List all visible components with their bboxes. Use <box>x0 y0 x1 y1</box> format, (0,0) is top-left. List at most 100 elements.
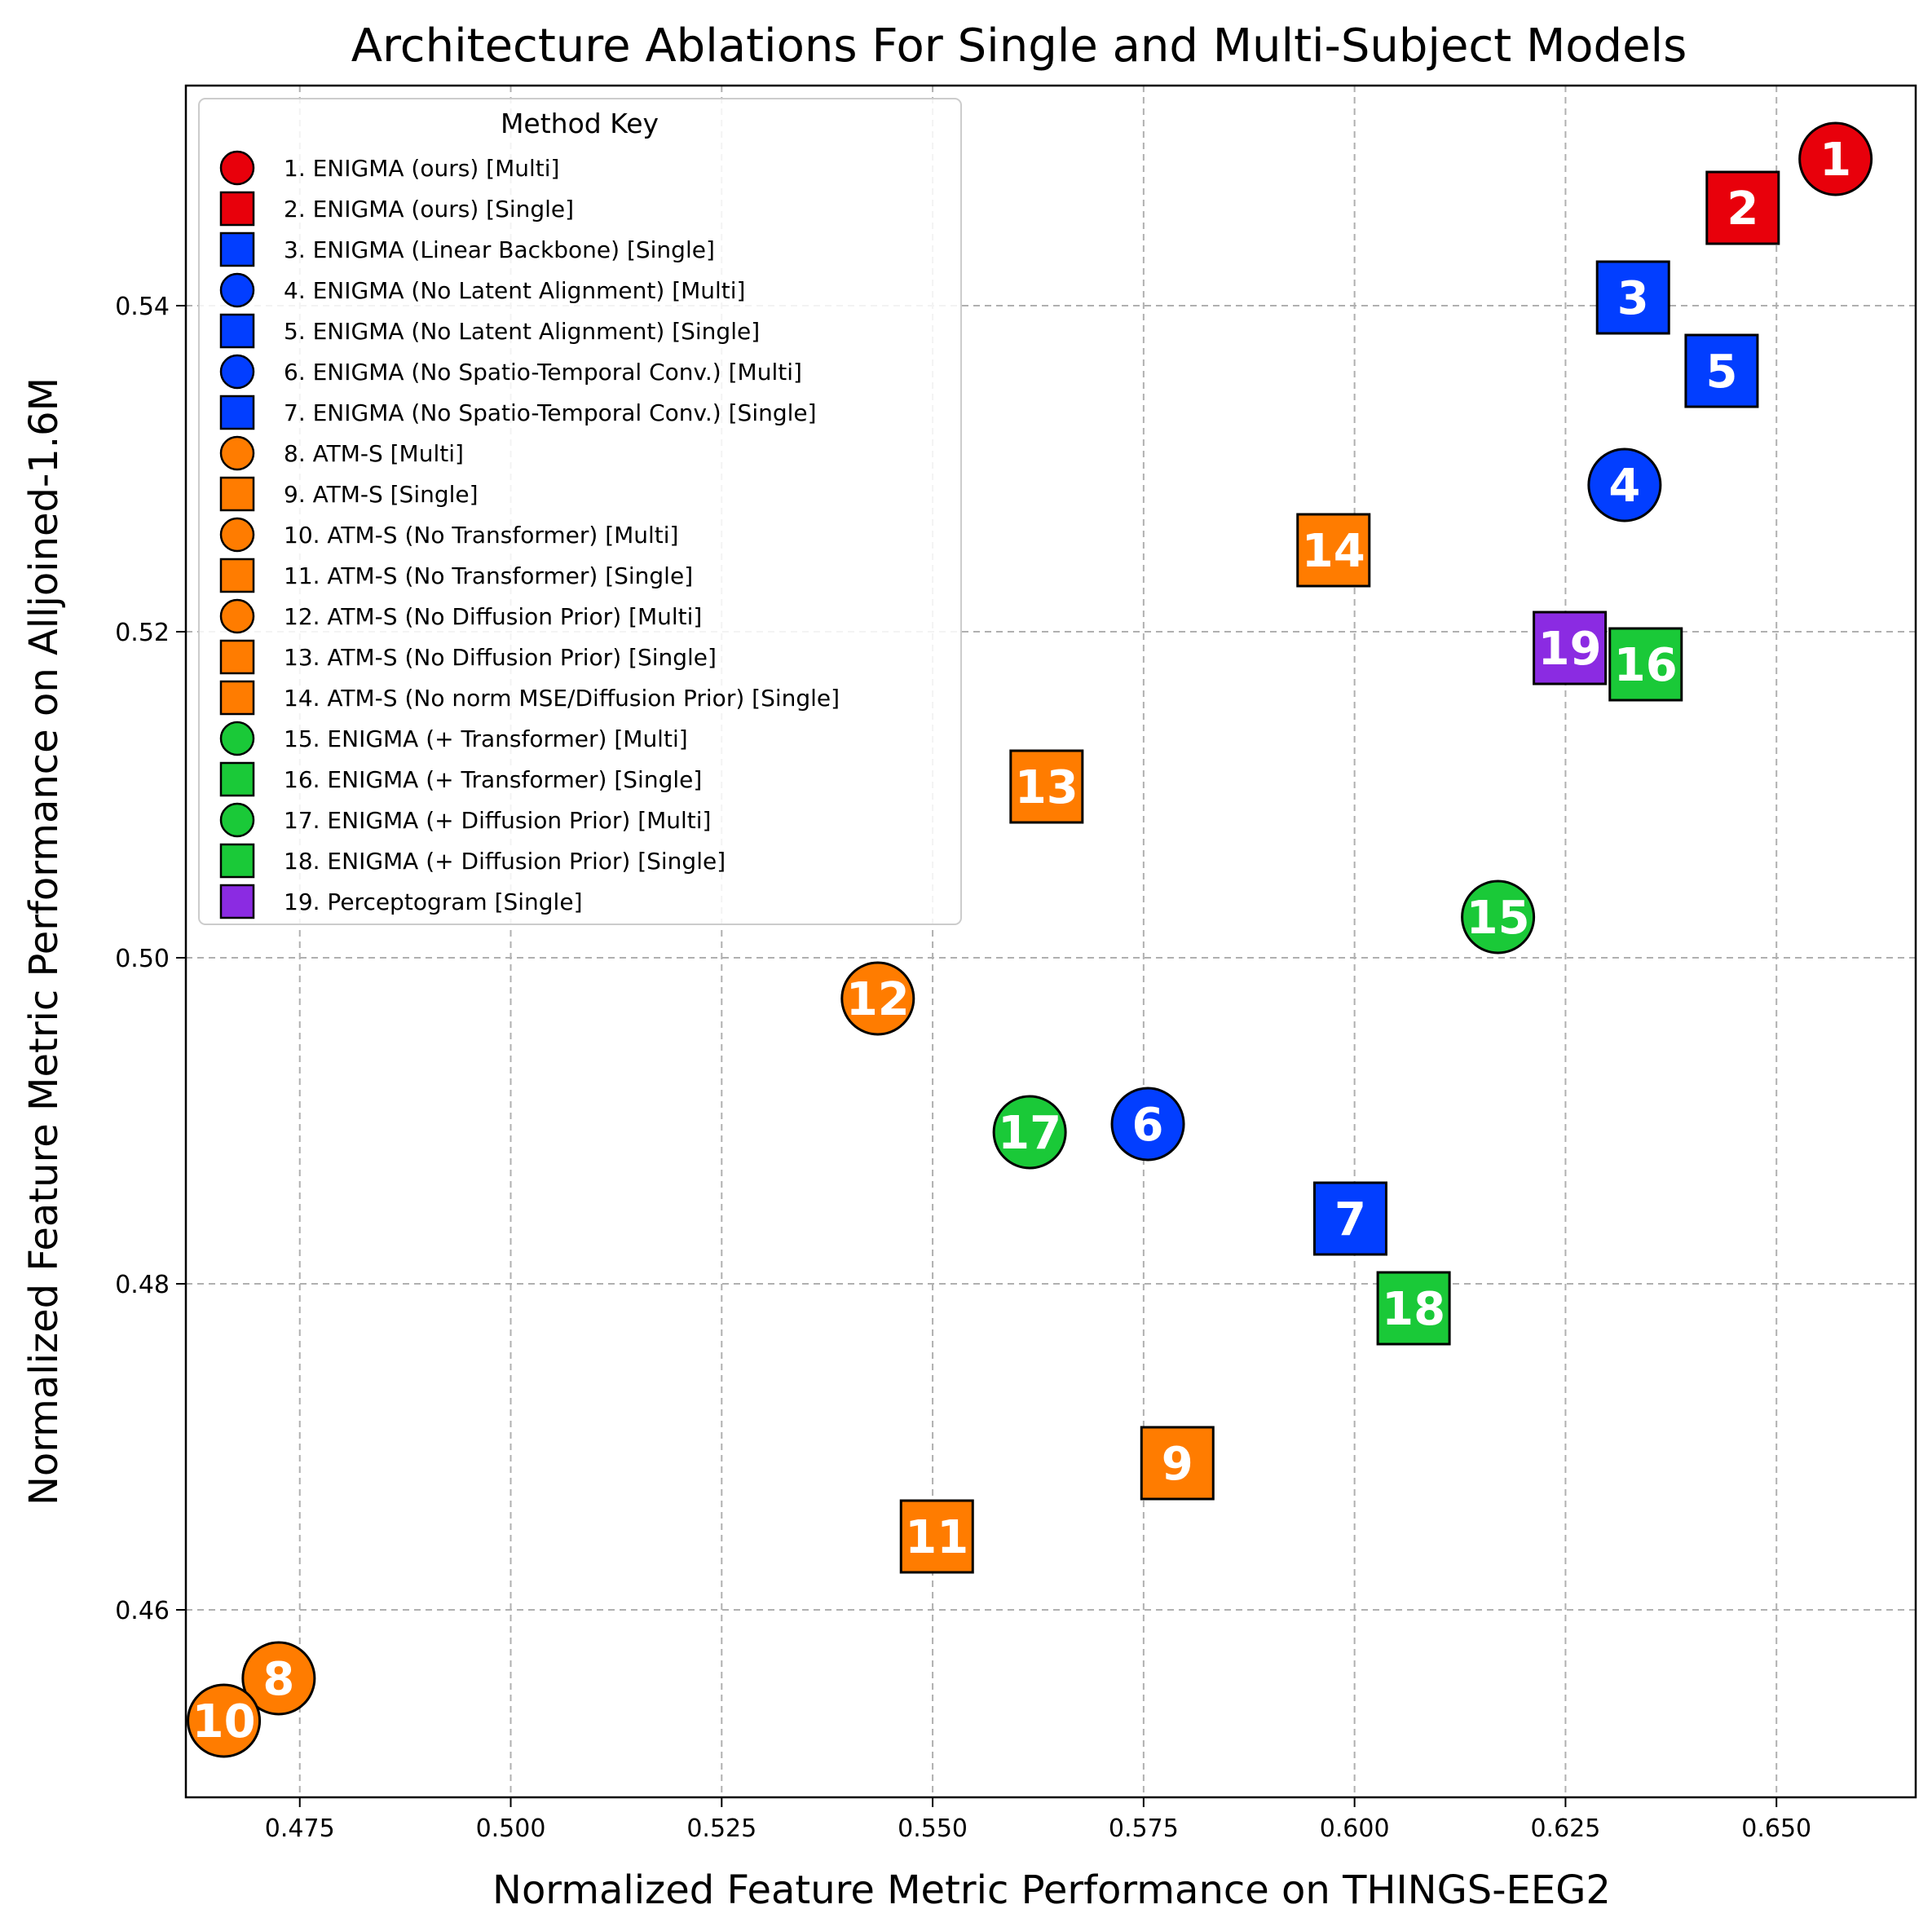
legend-square-marker <box>219 395 255 430</box>
legend-circle-marker <box>219 150 255 186</box>
legend-circle-marker <box>219 721 255 756</box>
data-point-10: 10 <box>187 1683 262 1758</box>
point-label: 18 <box>1382 1283 1445 1336</box>
legend-entry-label: 13. ATM-S (No Diffusion Prior) [Single] <box>284 644 717 671</box>
legend-entry-label: 17. ENIGMA (+ Diffusion Prior) [Multi] <box>284 807 711 834</box>
x-tick-label: 0.550 <box>898 1814 968 1843</box>
legend-entry-12: 12. ATM-S (No Diffusion Prior) [Multi] <box>219 598 702 634</box>
legend-circle-marker <box>219 354 255 390</box>
point-circle-marker <box>241 1641 316 1716</box>
legend-circle-marker <box>219 272 255 308</box>
y-tick-label: 0.46 <box>115 1597 170 1625</box>
point-label: 13 <box>1015 761 1078 814</box>
legend-entry-5: 5. ENIGMA (No Latent Alignment) [Single] <box>219 313 760 349</box>
data-point-7: 7 <box>1312 1181 1387 1256</box>
point-circle-marker <box>187 1683 262 1758</box>
data-point-8: 8 <box>241 1641 316 1716</box>
point-circle-marker <box>840 961 915 1036</box>
legend-square-marker <box>219 639 255 675</box>
legend-entry-label: 14. ATM-S (No norm MSE/Diffusion Prior) … <box>284 685 840 712</box>
point-square-marker <box>1533 611 1608 686</box>
legend-entry-label: 9. ATM-S [Single] <box>284 481 479 508</box>
data-point-2: 2 <box>1705 170 1780 245</box>
legend-entry-9: 9. ATM-S [Single] <box>219 476 479 512</box>
legend-circle-marker <box>219 517 255 553</box>
legend-entry-label: 10. ATM-S (No Transformer) [Multi] <box>284 522 678 549</box>
data-point-18: 18 <box>1376 1271 1451 1346</box>
data-point-16: 16 <box>1608 627 1683 702</box>
point-label: 11 <box>905 1511 968 1564</box>
data-point-17: 17 <box>992 1095 1067 1170</box>
legend-entry-label: 12. ATM-S (No Diffusion Prior) [Multi] <box>284 603 702 630</box>
data-point-6: 6 <box>1110 1087 1185 1162</box>
legend-entry-16: 16. ENIGMA (+ Transformer) [Single] <box>219 761 702 797</box>
point-label: 17 <box>998 1107 1061 1160</box>
legend-entry-15: 15. ENIGMA (+ Transformer) [Multi] <box>219 721 688 756</box>
x-tick-label: 0.500 <box>476 1814 546 1843</box>
legend-entry-label: 19. Perceptogram [Single] <box>284 888 583 915</box>
data-point-14: 14 <box>1296 513 1371 588</box>
x-tick-label: 0.600 <box>1320 1814 1390 1843</box>
legend-entry-label: 11. ATM-S (No Transformer) [Single] <box>284 562 693 589</box>
point-label: 19 <box>1538 623 1602 676</box>
x-tick-label: 0.475 <box>265 1814 335 1843</box>
legend-entry-label: 16. ENIGMA (+ Transformer) [Single] <box>284 766 702 793</box>
legend-square-marker <box>219 884 255 919</box>
legend-entry-17: 17. ENIGMA (+ Diffusion Prior) [Multi] <box>219 802 711 838</box>
legend-square-marker <box>219 231 255 267</box>
legend-entry-11: 11. ATM-S (No Transformer) [Single] <box>219 558 693 593</box>
legend-entry-label: 8. ATM-S [Multi] <box>284 440 464 467</box>
point-label: 8 <box>262 1653 294 1706</box>
point-square-marker <box>1009 749 1084 824</box>
x-axis-label: Normalized Feature Metric Performance on… <box>492 1867 1611 1913</box>
point-square-marker <box>1140 1426 1215 1501</box>
legend-entry-19: 19. Perceptogram [Single] <box>219 884 583 919</box>
point-circle-marker <box>1461 880 1536 954</box>
data-point-15: 15 <box>1461 880 1536 954</box>
legend-entry-label: 4. ENIGMA (No Latent Alignment) [Multi] <box>284 277 745 304</box>
point-label: 5 <box>1705 346 1737 399</box>
legend-box <box>198 98 962 925</box>
legend-entry-7: 7. ENIGMA (No Spatio-Temporal Conv.) [Si… <box>219 395 817 430</box>
legend-entry-4: 4. ENIGMA (No Latent Alignment) [Multi] <box>219 272 745 308</box>
point-square-marker <box>1312 1181 1387 1256</box>
point-square-marker <box>1296 513 1371 588</box>
legend-entry-label: 18. ENIGMA (+ Diffusion Prior) [Single] <box>284 848 726 875</box>
point-square-marker <box>899 1499 974 1574</box>
legend-entry-label: 7. ENIGMA (No Spatio-Temporal Conv.) [Si… <box>284 399 817 426</box>
data-point-3: 3 <box>1595 260 1670 335</box>
chart-title: Architecture Ablations For Single and Mu… <box>351 20 1687 73</box>
point-square-marker <box>1595 260 1670 335</box>
axis-ticks: 0.475 0.500 0.525 0.550 0.575 0.600 0.625 0.650… <box>115 293 1811 1843</box>
x-tick-label: 0.650 <box>1741 1814 1811 1843</box>
data-point-19: 19 <box>1533 611 1608 686</box>
legend-entry-18: 18. ENIGMA (+ Diffusion Prior) [Single] <box>219 843 726 879</box>
x-tick-label: 0.525 <box>686 1814 756 1843</box>
point-label: 4 <box>1608 460 1640 513</box>
plot-frame <box>184 84 1917 1799</box>
point-label: 3 <box>1617 272 1649 325</box>
legend-square-marker <box>219 313 255 349</box>
legend-entry-label: 5. ENIGMA (No Latent Alignment) [Single] <box>284 318 760 345</box>
point-square-marker <box>1684 333 1759 408</box>
data-point-4: 4 <box>1587 447 1662 522</box>
legend-square-marker <box>219 191 255 227</box>
point-label: 6 <box>1132 1099 1164 1152</box>
data-point-13: 13 <box>1009 749 1084 824</box>
legend-square-marker <box>219 843 255 879</box>
legend-entry-label: 6. ENIGMA (No Spatio-Temporal Conv.) [Mu… <box>284 359 802 386</box>
legend-square-marker <box>219 558 255 593</box>
y-tick-label: 0.52 <box>115 619 170 647</box>
point-circle-marker <box>1110 1087 1185 1162</box>
point-label: 16 <box>1614 639 1678 692</box>
legend-square-marker <box>219 761 255 797</box>
y-tick-label: 0.48 <box>115 1271 170 1299</box>
point-label: 2 <box>1727 183 1758 236</box>
legend-entry-1: 1. ENIGMA (ours) [Multi] <box>219 150 559 186</box>
legend-title: Method Key <box>501 108 659 139</box>
point-label: 9 <box>1162 1438 1193 1491</box>
data-point-9: 9 <box>1140 1426 1215 1501</box>
legend: Method Key 1. ENIGMA (ours) [Multi] 2. EN… <box>198 98 962 925</box>
data-point-12: 12 <box>840 961 915 1036</box>
